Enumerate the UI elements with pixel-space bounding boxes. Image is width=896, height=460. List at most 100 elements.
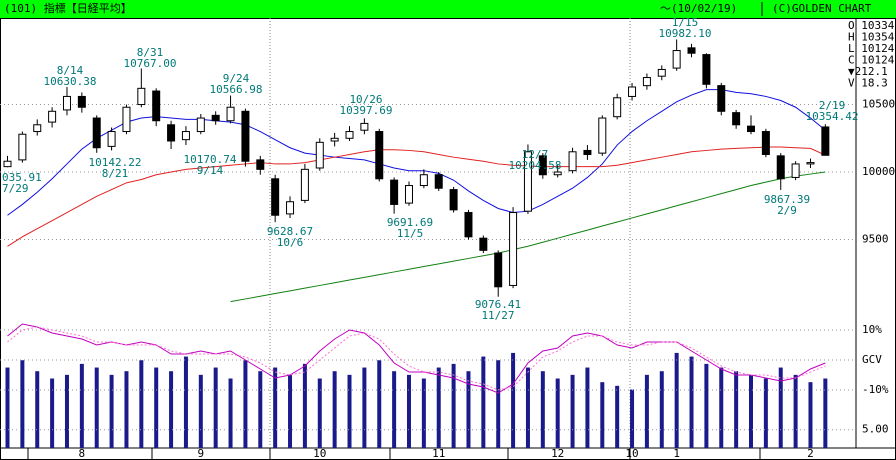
volume-bar bbox=[79, 363, 84, 448]
candle-body bbox=[345, 131, 354, 139]
candle-body bbox=[806, 162, 815, 165]
volume-bar bbox=[109, 374, 114, 448]
annotation: 10630.38 bbox=[44, 75, 97, 88]
volume-bar bbox=[704, 363, 709, 448]
y-tick-label: 10000 bbox=[862, 165, 895, 178]
annotation: 10/26 bbox=[349, 93, 382, 106]
volume-bar bbox=[243, 360, 248, 448]
volume-bar bbox=[793, 374, 798, 448]
candle-body bbox=[196, 117, 205, 133]
volume-bar bbox=[332, 371, 337, 448]
x-tick-label: 10 bbox=[625, 447, 638, 460]
volume-bar bbox=[674, 352, 679, 448]
volume-bar bbox=[421, 378, 426, 448]
annotation: 10142.22 bbox=[89, 156, 142, 169]
volume-bar bbox=[719, 367, 724, 448]
annotation: 8/31 bbox=[137, 46, 164, 59]
candle-body bbox=[642, 77, 651, 87]
annotation: 10/6 bbox=[277, 236, 304, 249]
annotation: 10566.98 bbox=[210, 83, 263, 96]
quote-value: O 10334 bbox=[848, 19, 895, 32]
annotation: 11/5 bbox=[397, 227, 424, 240]
volume-bar bbox=[615, 385, 620, 448]
volume-bar bbox=[213, 367, 218, 448]
volume-bar bbox=[139, 360, 144, 448]
x-tick-label: 11 bbox=[432, 447, 445, 460]
candle-body bbox=[3, 160, 12, 168]
quote-value: V 18.3 bbox=[848, 77, 888, 90]
volume-bar bbox=[496, 360, 501, 448]
candle-body bbox=[672, 50, 681, 69]
x-tick-label: 12 bbox=[551, 447, 564, 460]
annotation: 10170.74 bbox=[184, 153, 237, 166]
y-tick-label: GCV bbox=[862, 353, 882, 366]
annotation: 8/21 bbox=[102, 167, 129, 180]
candle-body bbox=[33, 124, 42, 133]
volume-bar bbox=[362, 367, 367, 448]
volume-bar bbox=[659, 371, 664, 448]
candle-body bbox=[226, 106, 235, 122]
candle-body bbox=[211, 114, 220, 122]
volume-bar bbox=[258, 371, 263, 448]
candle-body bbox=[271, 178, 280, 216]
candle-body bbox=[538, 155, 547, 176]
annotation: 1/15 bbox=[672, 16, 699, 29]
volume-bar bbox=[451, 363, 456, 448]
quote-value: H 10354 bbox=[848, 31, 895, 44]
candle-body bbox=[747, 125, 755, 133]
volume-bar bbox=[585, 367, 590, 448]
month-separators bbox=[27, 448, 761, 460]
candle-body bbox=[77, 95, 86, 108]
volume-bar bbox=[525, 367, 530, 448]
volume-bar bbox=[540, 371, 545, 448]
annotation: 035.91 bbox=[2, 171, 42, 184]
candle-body bbox=[509, 212, 518, 286]
candle-body bbox=[375, 131, 384, 180]
oscillator-line bbox=[7, 323, 826, 394]
x-tick-label: 10 bbox=[313, 447, 326, 460]
annotation: 10354.42 bbox=[806, 110, 859, 123]
volume-bar bbox=[5, 367, 10, 448]
oscillator-line bbox=[7, 326, 826, 391]
candle-body bbox=[360, 122, 369, 131]
volume-bar bbox=[50, 378, 55, 448]
volume-bar bbox=[169, 371, 174, 448]
volume-bar bbox=[35, 371, 40, 448]
y2-tick-label: 5.00 bbox=[862, 423, 889, 436]
candle-body bbox=[449, 189, 458, 211]
annotation: 9076.41 bbox=[475, 298, 521, 311]
candle-body bbox=[464, 212, 473, 238]
x-tick-label: 9 bbox=[197, 447, 204, 460]
volume-bar bbox=[64, 374, 69, 448]
annotation: 9691.69 bbox=[387, 216, 433, 229]
volume-bar bbox=[644, 374, 649, 448]
volume-bar bbox=[689, 356, 694, 448]
frame bbox=[0, 18, 896, 460]
candle-body bbox=[122, 106, 131, 133]
candle-body bbox=[167, 124, 176, 142]
y-tick-label: 10500 bbox=[862, 98, 895, 111]
candle-body bbox=[657, 68, 666, 77]
candle-body bbox=[494, 252, 503, 288]
annotation: 10204.58 bbox=[509, 159, 562, 172]
volume-bar bbox=[808, 382, 813, 448]
volume-bar bbox=[198, 374, 203, 448]
moving-average bbox=[7, 146, 826, 247]
candle-body bbox=[598, 117, 607, 154]
y-tick-label: -10% bbox=[862, 383, 889, 396]
header-copyright: (C)GOLDEN CHART bbox=[772, 2, 872, 15]
volume-bar bbox=[570, 374, 575, 448]
volume-bar bbox=[481, 356, 486, 448]
candle-body bbox=[107, 131, 116, 147]
moving-average bbox=[230, 171, 826, 303]
header-date: 〜(10/02/19) bbox=[660, 2, 737, 15]
volume-bar bbox=[778, 367, 783, 448]
annotation: 9867.39 bbox=[764, 193, 810, 206]
header-bar bbox=[0, 0, 896, 18]
annotation: 7/29 bbox=[2, 182, 29, 195]
candle-body bbox=[791, 163, 800, 178]
volume-bar bbox=[154, 367, 159, 448]
candle-body bbox=[628, 86, 637, 97]
candle-body bbox=[330, 137, 339, 142]
